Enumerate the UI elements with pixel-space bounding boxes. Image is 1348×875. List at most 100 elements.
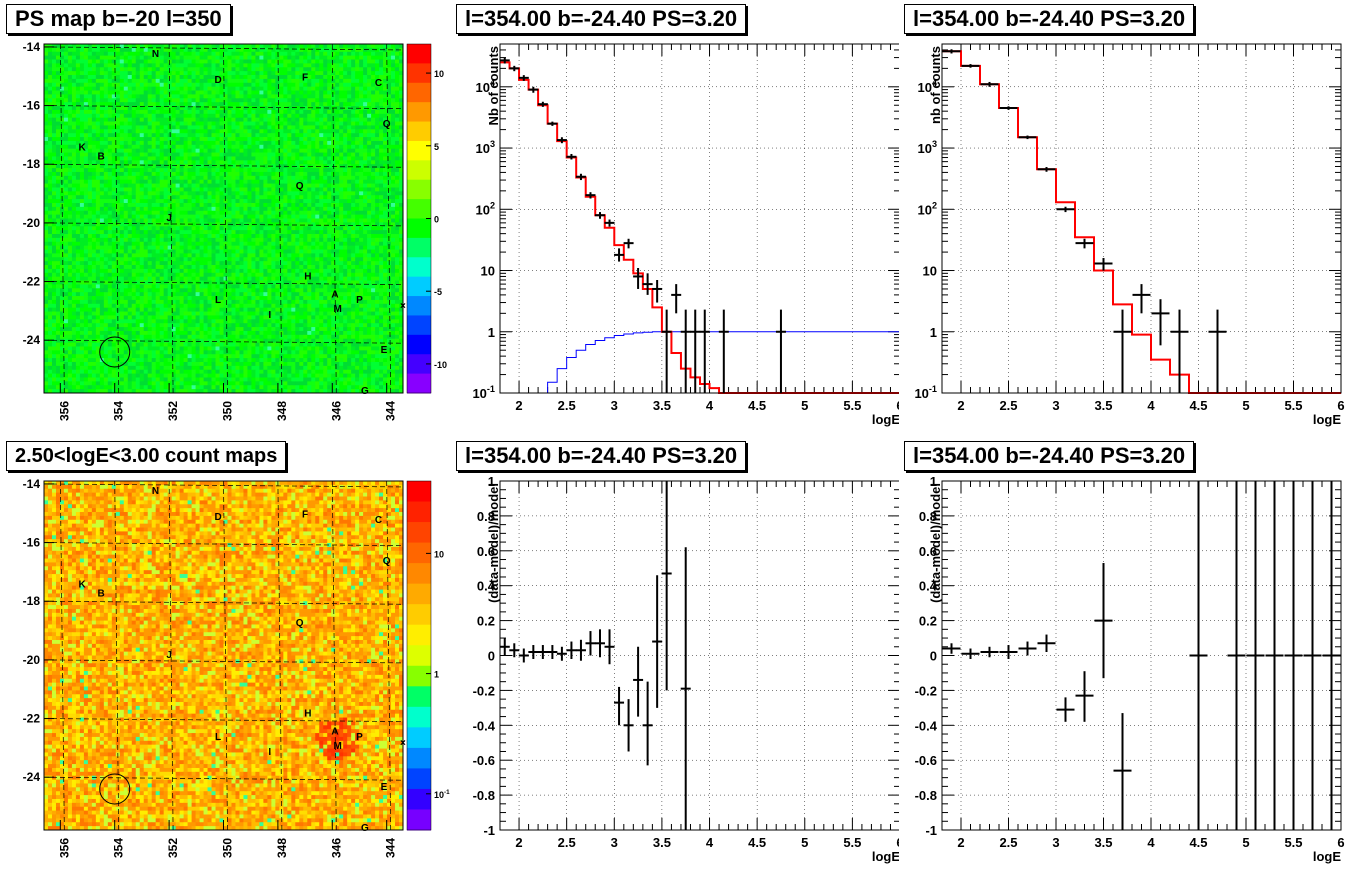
- x-tick-label: 348: [275, 401, 289, 421]
- y-tick-label: -0.2: [915, 683, 937, 698]
- spectrum1-panel: 2 2.5 3 3.5 4 4.5 5 5.5 6 10-1 1 10 102 103 104 logE Nb …: [450, 0, 899, 437]
- colorbar-swatch: [407, 63, 431, 84]
- source-label: C: [375, 515, 382, 526]
- y-tick-label: -24: [23, 333, 41, 347]
- x-tick-label: 5.5: [1284, 835, 1302, 850]
- spectrum1-chart: 2 2.5 3 3.5 4 4.5 5 5.5 6 10-1 1 10 102 103 104 logE Nb …: [472, 43, 899, 427]
- x-tick-label: 4.5: [748, 398, 766, 413]
- x-tick-label: 3.5: [1094, 835, 1112, 850]
- colorbar-swatch: [407, 583, 431, 605]
- map-grid-parallel: [43, 281, 404, 285]
- source-label: K: [78, 143, 86, 154]
- map-grid-parallel: [43, 600, 404, 605]
- y-tick-label: -16: [23, 99, 41, 113]
- colorbar-swatch: [407, 604, 431, 626]
- x-tick-label: 2.5: [558, 398, 576, 413]
- y-tick-label: 10: [481, 264, 495, 279]
- x-tick-label: 344: [384, 838, 398, 858]
- y-tick-label: -0.6: [473, 753, 495, 768]
- colorbar-swatch: [407, 768, 431, 790]
- y-tick-label: -14: [23, 40, 41, 54]
- x-tick-label: 6: [896, 398, 899, 413]
- map-grid-parallel: [43, 46, 404, 51]
- x-axis-label: logE: [1313, 849, 1341, 864]
- y-tick-label: -0.4: [915, 718, 938, 733]
- y-tick-label: -0.4: [473, 718, 496, 733]
- colorbar-tick-label: -10: [434, 360, 447, 370]
- colorbar-swatch: [407, 218, 431, 239]
- y-tick-label: 0.2: [919, 614, 937, 629]
- colorbar-swatch: [407, 481, 431, 503]
- spectrum2-chart: 2 2.5 3 3.5 4 4.5 5 5.5 6 10-1 1 10 102 103 104 logE nb …: [914, 43, 1345, 427]
- y-tick-label: 103: [917, 139, 937, 156]
- x-tick-label: 2: [957, 398, 964, 413]
- colorbar-frame: [406, 480, 432, 831]
- edge-marker: ×: [400, 301, 406, 312]
- map-grid-meridian: [114, 480, 120, 831]
- y-axis-label: (data-model)/model: [928, 483, 943, 603]
- y-tick-label: -20: [23, 216, 41, 230]
- y-tick-label: -0.8: [473, 788, 495, 803]
- y-tick-label: 0.6: [477, 544, 495, 559]
- source-label: F: [302, 509, 308, 520]
- x-tick-label: 4: [1147, 835, 1155, 850]
- y-axis-label: Nb of counts: [486, 46, 501, 125]
- x-axis-label: logE: [872, 849, 899, 864]
- x-tick-label: 5.5: [1284, 398, 1302, 413]
- source-label: P: [356, 732, 363, 743]
- x-tick-label: 348: [275, 838, 289, 858]
- y-tick-label: 104: [475, 78, 495, 95]
- y-tick-label: -0.2: [473, 683, 495, 698]
- colorbar-swatch: [407, 665, 431, 687]
- source-label: F: [302, 72, 308, 83]
- colorbar-swatch: [407, 315, 431, 336]
- efficiency-curve: [538, 331, 899, 394]
- colorbar-swatch: [407, 522, 431, 544]
- y-tick-label: 1: [488, 325, 495, 340]
- y-tick-label: -1: [483, 823, 495, 838]
- map-grid-meridian: [331, 480, 337, 831]
- colorbar-tick-label: 10-1: [434, 789, 450, 800]
- x-tick-label: 2.5: [558, 835, 576, 850]
- x-tick-label: 5: [1242, 398, 1249, 413]
- source-label: H: [304, 709, 311, 720]
- y-tick-label: 0.8: [477, 509, 495, 524]
- y-tick-label: 0.2: [477, 614, 495, 629]
- map-grid-meridian: [223, 43, 228, 394]
- source-label: M: [334, 741, 342, 752]
- colorbar-swatch: [407, 686, 431, 708]
- x-tick-label: 350: [221, 401, 235, 421]
- y-tick-label: 1: [930, 474, 937, 489]
- y-tick-label: 0: [488, 649, 495, 664]
- psmap-panel: 356 354 352 350 348 346 344 -14 -16 -18 -20 -22 -24 N…: [0, 0, 450, 437]
- spectrum2-panel: 2 2.5 3 3.5 4 4.5 5 5.5 6 10-1 1 10 102 103 104 logE nb …: [899, 0, 1348, 437]
- x-tick-label: 6: [1337, 835, 1344, 850]
- model-histogram: [500, 61, 899, 394]
- source-label: Q: [296, 181, 304, 192]
- source-label: K: [78, 580, 86, 591]
- y-tick-label: -14: [23, 477, 41, 491]
- spectrum1-title: l=354.00 b=-24.40 PS=3.20: [456, 4, 747, 34]
- y-tick-label: -1: [925, 823, 937, 838]
- colorbar-swatch: [407, 645, 431, 667]
- map-grid-meridian: [277, 480, 283, 831]
- residual1-chart: 2 2.5 3 3.5 4 4.5 5 5.5 6 1 0.8 0.6 0.4 0.2 0 -0.2 -0.4 -…: [473, 474, 899, 864]
- colorbar-swatch: [407, 140, 431, 161]
- map-grid-parallel: [43, 776, 404, 781]
- map-grid-parallel: [43, 659, 404, 664]
- colorbar-swatch: [407, 276, 431, 297]
- colorbar-swatch: [407, 747, 431, 769]
- colorbar-tick-label: 10: [434, 549, 444, 559]
- x-tick-label: 354: [112, 401, 126, 421]
- x-tick-label: 4: [1147, 398, 1155, 413]
- y-tick-label: -0.8: [915, 788, 937, 803]
- x-tick-label: 2.5: [999, 835, 1017, 850]
- y-tick-label: -18: [23, 594, 41, 608]
- x-tick-label: 3: [611, 835, 618, 850]
- source-label: Q: [383, 556, 391, 567]
- source-label: I: [268, 747, 271, 758]
- x-tick-label: 2.5: [999, 398, 1017, 413]
- map-grid-meridian: [114, 43, 120, 394]
- x-tick-label: 350: [221, 838, 235, 858]
- source-label: E: [381, 345, 388, 356]
